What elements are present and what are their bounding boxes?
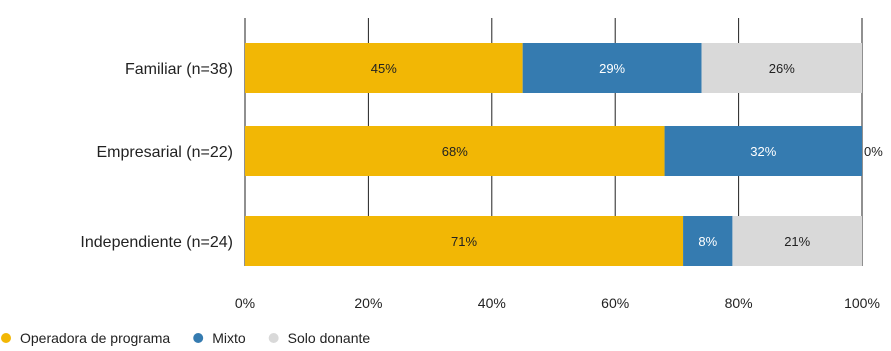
bar-segment [664,126,862,176]
data-label: 29% [599,61,625,76]
bar-segment [522,43,702,93]
category-labels: Familiar (n=38) Empresarial (n=22) Indepen… [80,61,233,251]
data-label: 26% [769,61,795,76]
data-label: 21% [784,234,810,249]
data-label: 68% [442,144,468,159]
data-label: 32% [750,144,776,159]
legend-label: Solo donante [288,330,371,346]
data-label: 8% [698,234,717,249]
data-label: 0% [864,144,883,159]
category-label: Empresarial (n=22) [97,144,234,161]
legend-label: Mixto [212,330,246,346]
legend-swatch [193,333,204,343]
legend-swatch [268,333,279,343]
bar-segment [683,216,733,266]
bar-segment [245,216,684,266]
x-tick-label: 60% [601,295,629,311]
data-label: 45% [371,61,397,76]
x-tick-label: 20% [354,295,382,311]
category-label: Familiar (n=38) [125,61,233,78]
bar-segment [732,216,862,266]
category-label: Independiente (n=24) [80,234,233,251]
x-tick-label: 40% [478,295,506,311]
x-tick-label: 100% [844,295,880,311]
legend-label: Operadora de programa [20,330,170,346]
bars: 45% 29% 26% 68% 32% 0% 71% 8% 21% [245,43,883,266]
x-axis-ticks: 0% 20% 40% 60% 80% 100% [235,295,880,311]
bar-segment [245,126,665,176]
bar-segment [245,43,523,93]
x-tick-label: 80% [725,295,753,311]
x-tick-label: 0% [235,295,255,311]
data-label: 71% [451,234,477,249]
legend: Operadora de programa Mixto Solo donante [1,330,370,346]
legend-swatch [1,333,11,343]
bar-segment [701,43,862,93]
